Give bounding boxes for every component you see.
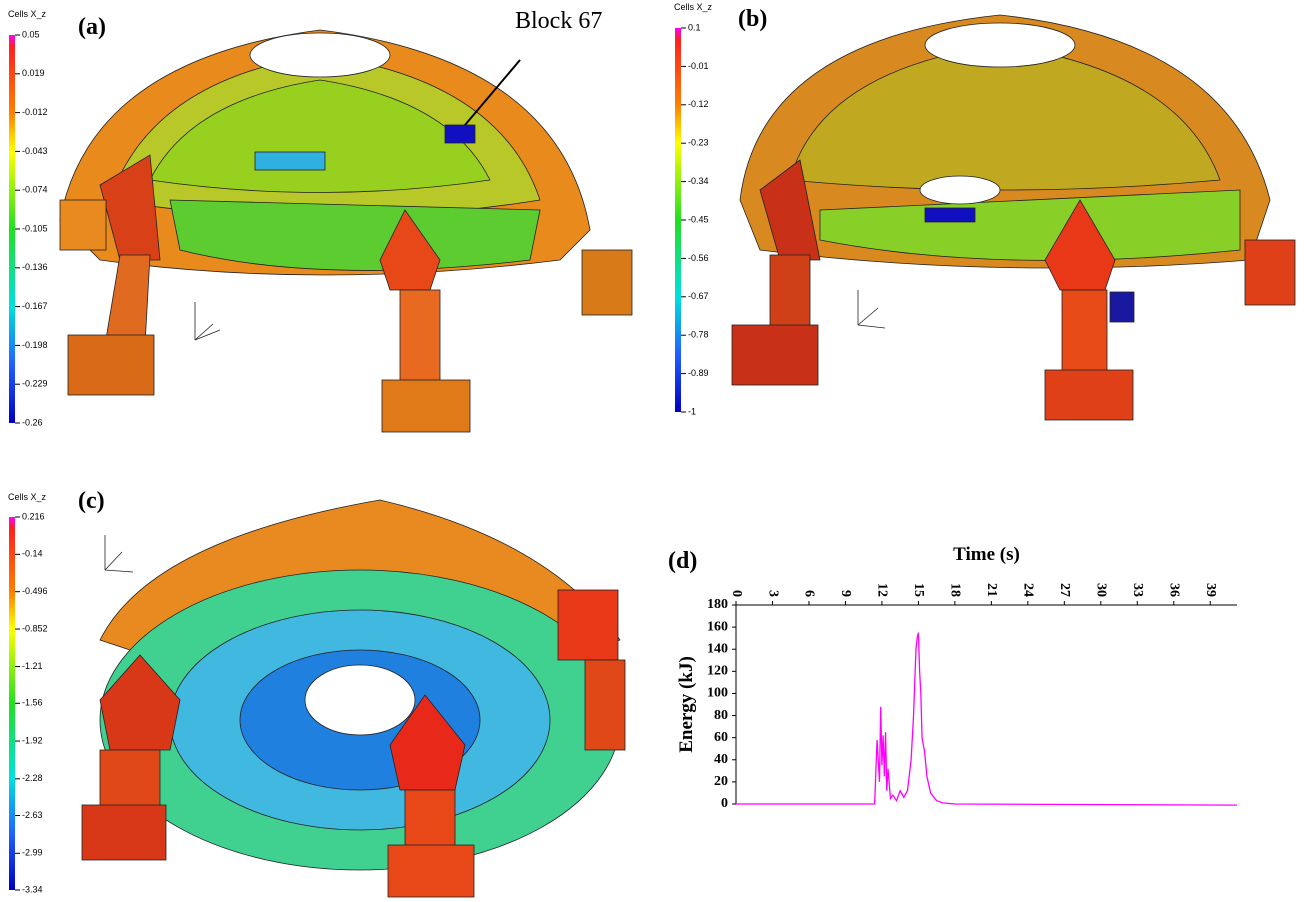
x-tick-label: 24 [1021, 583, 1036, 597]
colorbar-tick-label: -0.12 [688, 99, 709, 109]
x-tick-label: 6 [802, 590, 817, 597]
colorbar-tick-label: -3.34 [22, 884, 43, 894]
colorbar [675, 28, 681, 412]
colorbar-tick-label: 0.216 [22, 511, 45, 521]
energy-line [736, 633, 1237, 805]
colorbar-tick-label: -0.074 [22, 185, 48, 195]
colorbar-tick-label: -1.56 [22, 698, 43, 708]
panel-label: (d) [668, 548, 697, 574]
colorbar-tick-label: -0.56 [688, 253, 709, 263]
colorbar-tick-label: -2.63 [22, 810, 43, 820]
colorbar-tick-label: -0.34 [688, 176, 709, 186]
x-tick-label: 27 [1057, 583, 1072, 597]
colorbar-tick-label: -2.28 [22, 773, 43, 783]
x-tick-label: 18 [948, 583, 963, 597]
y-tick-label: 0 [721, 796, 728, 811]
colorbar-tick-label: -0.14 [22, 549, 43, 559]
colorbar-tick-label: -0.229 [22, 379, 48, 389]
colorbar-title: Cells X_z [8, 9, 47, 19]
x-tick-label: 0 [729, 590, 744, 597]
colorbar-tick-label: -0.167 [22, 301, 48, 311]
colorbar-title: Cells X_z [674, 2, 713, 12]
x-tick-label: 3 [765, 590, 780, 597]
dome-render-b [732, 15, 1295, 420]
x-tick-label: 36 [1167, 583, 1182, 597]
colorbar-tick-label: -0.198 [22, 340, 48, 350]
colorbar-tick-label: -0.67 [688, 291, 709, 301]
x-tick-label: 9 [838, 590, 853, 597]
colorbar-tick-label: -0.01 [688, 61, 709, 71]
colorbar-tick-label: -1.21 [22, 661, 43, 671]
x-tick-label: 15 [911, 583, 926, 597]
colorbar-tick-label: -0.852 [22, 623, 48, 633]
y-tick-label: 180 [707, 597, 728, 612]
colorbar-tick-label: -1 [688, 406, 696, 416]
y-tick-label: 140 [707, 641, 728, 656]
colorbar-tick-label: 0.05 [22, 29, 40, 39]
colorbar-title: Cells X_z [8, 492, 47, 502]
rubble-render-c [82, 500, 625, 897]
y-tick-label: 80 [714, 708, 728, 723]
y-axis-title: Energy (kJ) [676, 656, 697, 753]
y-tick-label: 20 [714, 774, 728, 789]
colorbar-tick-label: -0.89 [688, 368, 709, 378]
colorbar [9, 35, 15, 423]
dome-render-a [60, 30, 632, 432]
y-tick-label: 40 [714, 752, 728, 767]
colorbar-tick-label: -0.23 [688, 138, 709, 148]
colorbar-tick-label: 0.019 [22, 68, 45, 78]
colorbar-tick-label: -0.78 [688, 330, 709, 340]
colorbar-tick-label: -0.26 [22, 417, 43, 427]
colorbar-tick-label: -0.45 [688, 214, 709, 224]
x-tick-label: 12 [875, 583, 890, 597]
panel-label: (b) [738, 6, 767, 32]
colorbar-tick-label: -0.136 [22, 262, 48, 272]
colorbar-tick-label: -0.043 [22, 146, 48, 156]
colorbar [9, 517, 15, 890]
x-tick-label: 30 [1094, 583, 1109, 597]
annotation: Block 67 [515, 8, 602, 34]
panel-label: (a) [78, 14, 106, 40]
colorbar-tick-label: 0.1 [688, 22, 701, 32]
y-tick-label: 120 [707, 664, 728, 679]
figure: (a) Cells X_z 0.05 0.019 -0.012 -0.043 -0.074 -… [0, 0, 1304, 902]
x-axis-title: Time (s) [953, 544, 1020, 565]
colorbar-tick-label: -1.92 [22, 735, 43, 745]
y-tick-label: 60 [714, 730, 728, 745]
panel-label: (c) [78, 488, 105, 514]
y-tick-label: 160 [707, 619, 728, 634]
colorbar-tick-label: -0.105 [22, 223, 48, 233]
x-tick-label: 21 [984, 583, 999, 597]
x-tick-label: 33 [1130, 583, 1145, 597]
colorbar-tick-label: -2.99 [22, 848, 43, 858]
colorbar-tick-label: -0.012 [22, 107, 48, 117]
colorbar-tick-label: -0.496 [22, 586, 48, 596]
y-tick-label: 100 [707, 686, 728, 701]
x-tick-label: 39 [1203, 583, 1218, 597]
